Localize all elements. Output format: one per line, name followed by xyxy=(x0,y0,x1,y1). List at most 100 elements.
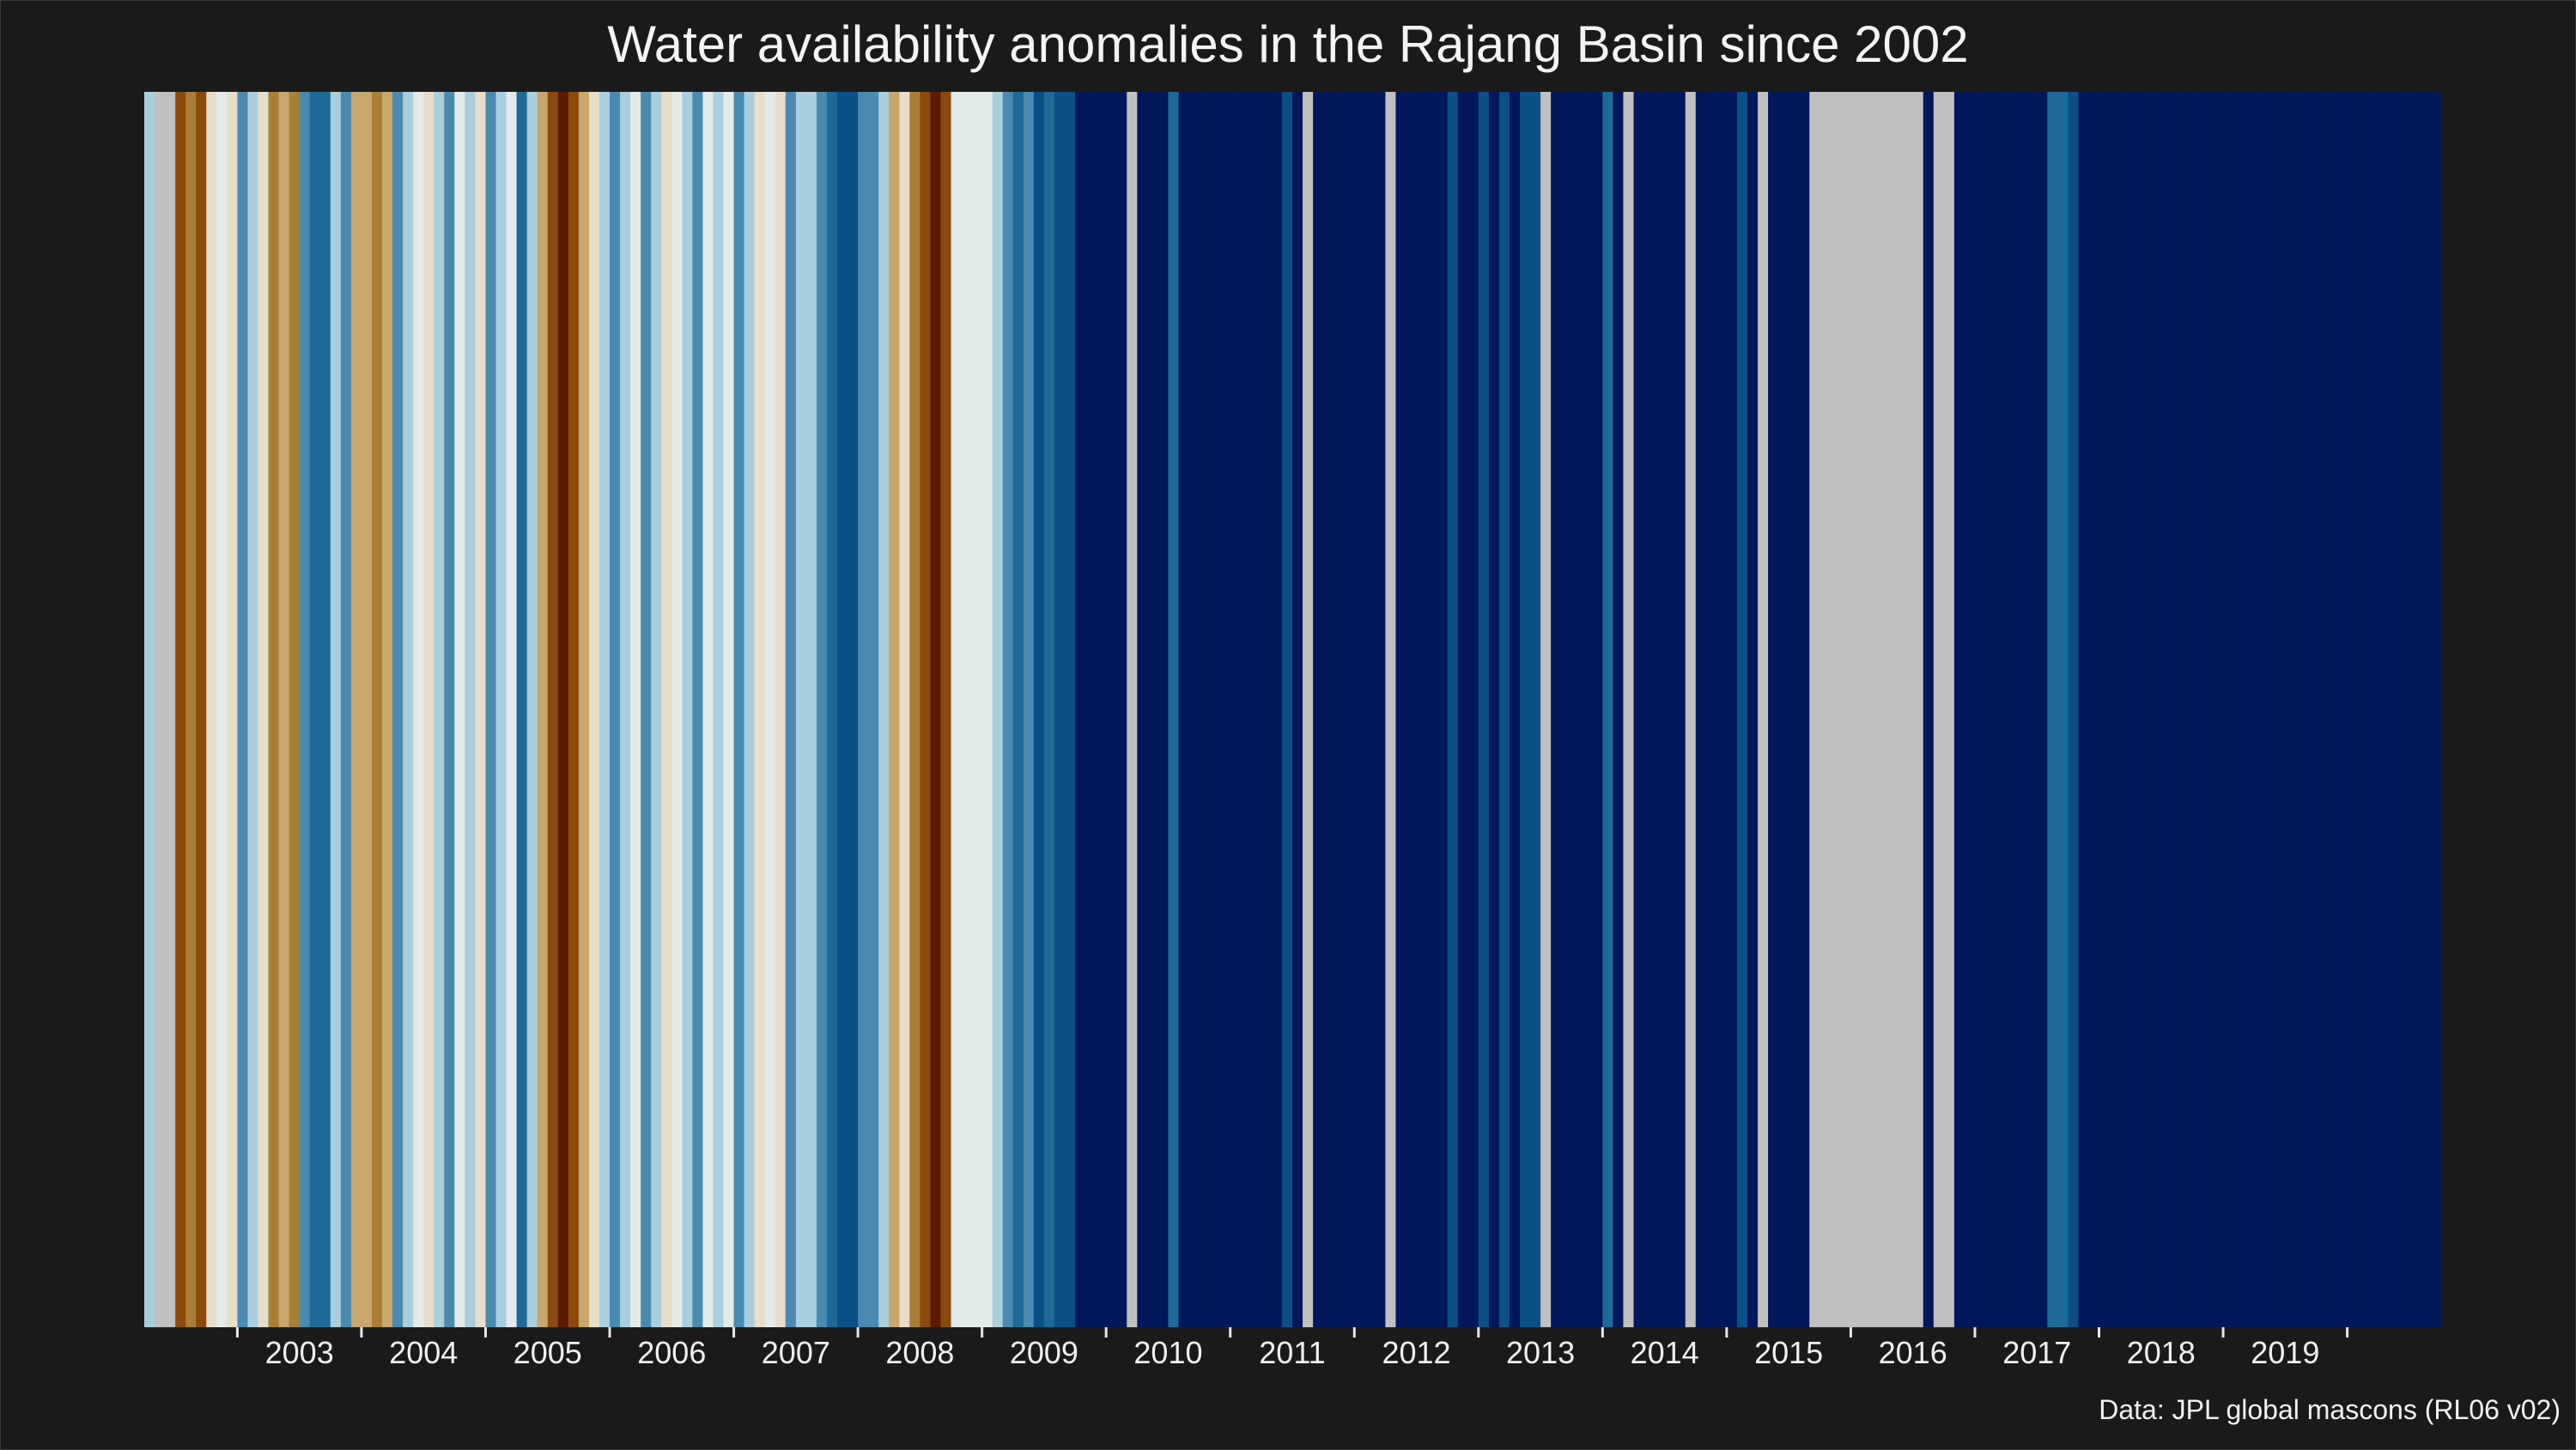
stripe xyxy=(1334,92,1345,1327)
stripe xyxy=(805,92,817,1327)
stripe xyxy=(413,92,424,1327)
stripe xyxy=(1219,92,1231,1327)
stripe xyxy=(1726,92,1738,1327)
stripe xyxy=(2233,92,2245,1327)
stripe xyxy=(1933,92,1945,1327)
stripe xyxy=(2264,92,2275,1327)
stripe xyxy=(1085,92,1097,1327)
stripe xyxy=(1747,92,1759,1327)
stripe xyxy=(2078,92,2090,1327)
stripe xyxy=(1789,92,1800,1327)
stripe xyxy=(1199,92,1211,1327)
stripe xyxy=(1736,92,1748,1327)
stripe xyxy=(598,92,611,1327)
stripe xyxy=(2388,92,2400,1327)
stripe xyxy=(1002,92,1014,1327)
stripe xyxy=(1758,92,1769,1327)
stripe xyxy=(620,92,631,1327)
x-tick-label: 2011 xyxy=(1259,1335,1325,1370)
stripe xyxy=(371,92,383,1327)
stripe xyxy=(2367,92,2379,1327)
chart-title: Water availability anomalies in the Raja… xyxy=(607,15,1969,73)
stripe xyxy=(2378,92,2390,1327)
stripe xyxy=(1592,92,1603,1327)
stripe xyxy=(1685,92,1697,1327)
stripe xyxy=(2099,92,2111,1327)
stripe xyxy=(309,92,321,1327)
x-tick-label: 2017 xyxy=(2002,1335,2071,1370)
stripe xyxy=(858,92,869,1327)
stripe xyxy=(2419,92,2431,1327)
stripe xyxy=(1943,92,1955,1327)
stripe xyxy=(2006,92,2017,1327)
stripe xyxy=(744,92,756,1327)
stripe xyxy=(1178,92,1190,1327)
stripe xyxy=(2254,92,2265,1327)
stripe xyxy=(1540,92,1552,1327)
stripe xyxy=(1467,92,1479,1327)
stripe xyxy=(382,92,393,1327)
stripe xyxy=(289,92,301,1327)
stripe xyxy=(1633,92,1645,1327)
x-tick-label: 2006 xyxy=(637,1335,706,1370)
stripe xyxy=(1303,92,1314,1327)
stripe xyxy=(1157,92,1170,1327)
stripe xyxy=(516,92,528,1327)
stripe xyxy=(1768,92,1779,1327)
stripe xyxy=(403,92,414,1327)
stripe xyxy=(1602,92,1613,1327)
x-tick-label: 2012 xyxy=(1382,1335,1450,1370)
stripe xyxy=(165,92,176,1327)
stripe xyxy=(775,92,787,1327)
stripe xyxy=(1902,92,1914,1327)
stripe xyxy=(1281,92,1293,1327)
stripe xyxy=(526,92,538,1327)
x-tick-label: 2013 xyxy=(1506,1335,1575,1370)
stripe xyxy=(350,92,362,1327)
stripe xyxy=(2171,92,2183,1327)
stripe xyxy=(1488,92,1500,1327)
stripe xyxy=(651,92,662,1327)
stripe xyxy=(1271,92,1283,1327)
stripe xyxy=(909,92,920,1327)
stripe xyxy=(1127,92,1138,1327)
stripes-group xyxy=(144,92,2441,1327)
stripe xyxy=(2398,92,2410,1327)
stripe xyxy=(1230,92,1242,1327)
stripe xyxy=(2357,92,2369,1327)
stripe xyxy=(1096,92,1107,1327)
x-tick-label: 2019 xyxy=(2251,1335,2319,1370)
stripe xyxy=(2202,92,2214,1327)
stripe xyxy=(485,92,497,1327)
stripe xyxy=(1664,92,1676,1327)
stripe xyxy=(1953,92,1965,1327)
stripe xyxy=(434,92,445,1327)
stripe xyxy=(578,92,590,1327)
stripe xyxy=(361,92,373,1327)
stripe xyxy=(1551,92,1562,1327)
stripe xyxy=(930,92,942,1327)
stripe xyxy=(185,92,197,1327)
stripe xyxy=(951,92,963,1327)
stripe xyxy=(764,92,776,1327)
stripe xyxy=(1871,92,1883,1327)
stripe xyxy=(1478,92,1490,1327)
stripe xyxy=(961,92,973,1327)
stripe xyxy=(837,92,848,1327)
stripe xyxy=(588,92,600,1327)
stripe xyxy=(795,92,807,1327)
stripe xyxy=(216,92,228,1327)
stripe xyxy=(868,92,879,1327)
stripe xyxy=(557,92,569,1327)
stripe xyxy=(1147,92,1159,1327)
stripe xyxy=(454,92,465,1327)
stripe xyxy=(981,92,993,1327)
stripe xyxy=(206,92,217,1327)
stripe xyxy=(268,92,280,1327)
stripe xyxy=(2223,92,2234,1327)
x-tick-label: 2016 xyxy=(1879,1335,1947,1370)
stripe xyxy=(258,92,270,1327)
stripe xyxy=(1654,92,1666,1327)
stripe xyxy=(1923,92,1935,1327)
stripe xyxy=(1116,92,1127,1327)
